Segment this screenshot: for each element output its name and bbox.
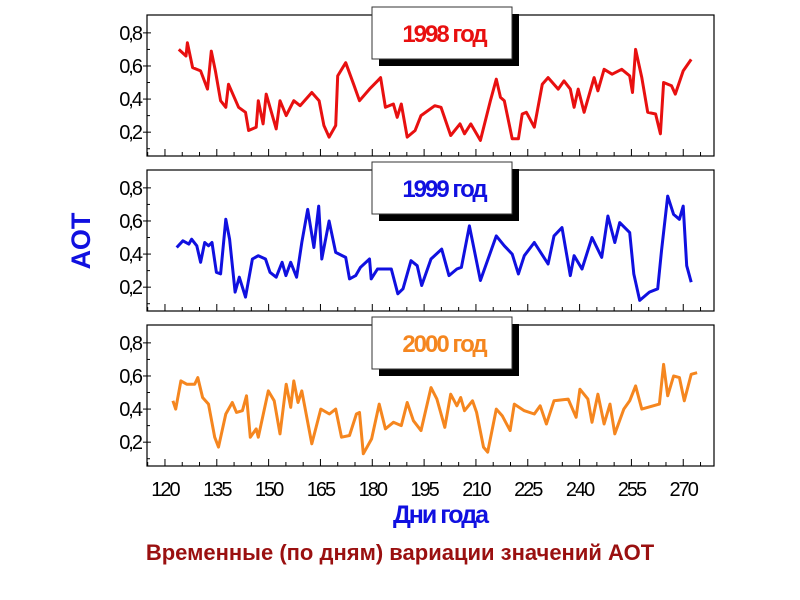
x-tick-label: 240 (566, 479, 595, 501)
x-tick-label: 210 (462, 479, 491, 501)
x-tick-label: 225 (514, 479, 543, 501)
slide-caption: Временные (по дням) вариации значений АО… (145, 540, 655, 565)
series-line-1 (177, 41, 693, 142)
series-line-3 (171, 362, 698, 456)
y-tick-label: 0,6 (119, 366, 143, 388)
y-tick-label: 0,6 (119, 211, 143, 233)
x-tick-label: 255 (618, 479, 647, 501)
y-tick-label: 0,2 (119, 432, 143, 454)
x-tick-label: 270 (670, 479, 699, 501)
y-tick-label: 0,8 (119, 333, 143, 355)
x-tick-label: 195 (410, 479, 439, 501)
legend-label: 2000 год (402, 331, 487, 358)
y-axis-label: АОТ (66, 212, 96, 269)
x-tick-label: 120 (151, 479, 180, 501)
y-tick-label: 0,4 (119, 89, 143, 111)
x-tick-label: 135 (203, 479, 232, 501)
x-tick-label: 165 (307, 479, 336, 501)
y-tick-label: 0,6 (119, 56, 143, 78)
legend-box (371, 6, 513, 60)
x-tick-label: 150 (255, 479, 284, 501)
panel-2: 0,2 0,4 0,6 0,8 1999 год (119, 161, 715, 312)
legend-label: 1999 год (402, 176, 487, 203)
y-tick-label: 0,8 (119, 23, 143, 45)
panel-3: 0,2 0,4 0,6 0,8 2000 год (119, 316, 715, 467)
y-tick-label: 0,2 (119, 122, 143, 144)
series-line-2 (175, 194, 693, 302)
y-tick-label: 0,2 (119, 277, 143, 299)
y-tick-label: 0,8 (119, 178, 143, 200)
legend-label: 1998 год (402, 21, 487, 48)
legend-box (371, 161, 513, 215)
x-axis-label: Дни года (393, 501, 490, 529)
legend-box (371, 316, 513, 370)
panel-1: 0,2 0,4 0,6 0,8 1998 год (119, 6, 715, 157)
y-tick-label: 0,4 (119, 399, 143, 421)
x-tick-label: 180 (359, 479, 388, 501)
y-tick-label: 0,4 (119, 244, 143, 266)
